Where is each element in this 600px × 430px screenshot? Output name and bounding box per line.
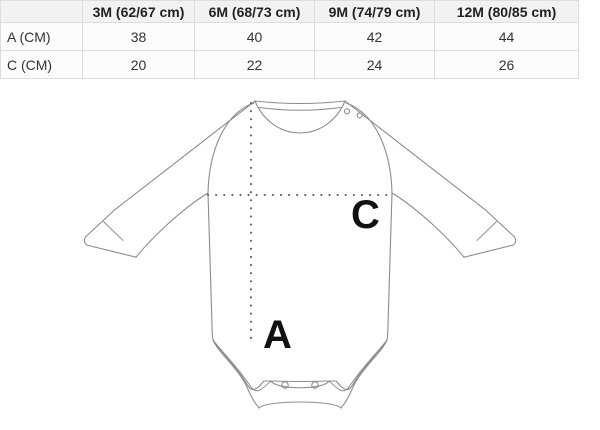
svg-text:A: A <box>263 313 292 357</box>
svg-text:C: C <box>351 193 380 237</box>
